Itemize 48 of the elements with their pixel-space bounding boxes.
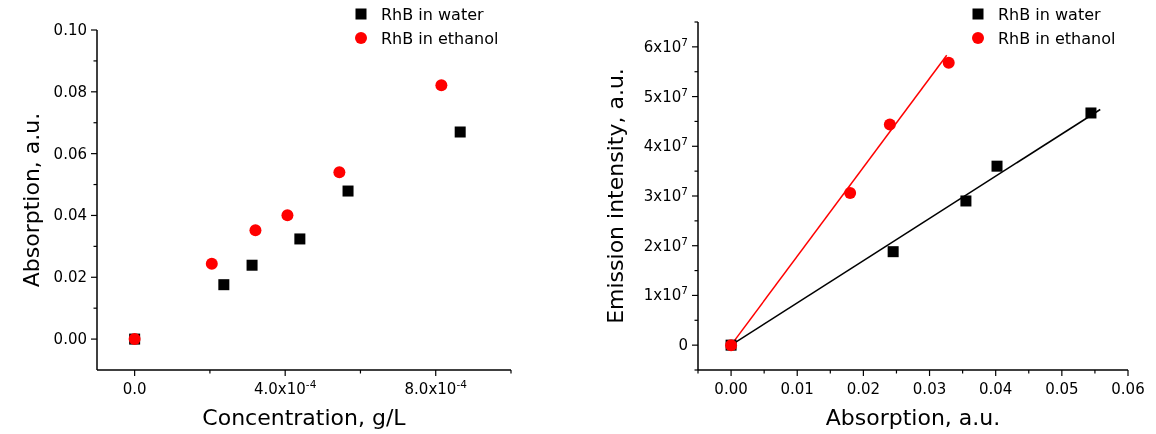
x-tick-label: 0.0 — [122, 380, 147, 398]
y-tick-label: 0.06 — [53, 144, 87, 163]
point — [333, 166, 346, 179]
point — [883, 118, 896, 131]
legend-label: RhB in water — [998, 5, 1101, 24]
x-tick-label: 0.02 — [846, 380, 881, 398]
y-tick-label: 0 — [678, 336, 688, 355]
y-axis-title: Absorption, a.u. — [19, 112, 44, 288]
legend-label: RhB in water — [381, 5, 484, 24]
x-tick-label: 0.05 — [1045, 380, 1079, 398]
y-tick-label: 0.08 — [53, 82, 87, 101]
point — [454, 126, 466, 138]
x-tick-label: 8.0x10$^{-4}$ — [404, 378, 468, 398]
y-tick-label: 0.04 — [53, 206, 87, 225]
point — [342, 185, 354, 197]
x-tick-label: 0.00 — [714, 380, 748, 398]
x-tick-label: 0.06 — [1111, 380, 1145, 398]
point — [435, 79, 448, 92]
y-tick-label: 6x10$^{7}$ — [643, 35, 688, 56]
point — [294, 233, 306, 245]
y-tick-label: 2x10$^{7}$ — [643, 234, 688, 255]
y-tick-label: 0.02 — [53, 268, 87, 287]
point — [1085, 107, 1097, 119]
y-tick-label: 4x10$^{7}$ — [643, 135, 688, 156]
point — [942, 56, 955, 69]
point — [246, 259, 258, 271]
x-axis-title: Concentration, g/L — [202, 405, 407, 430]
legend-label: RhB in ethanol — [998, 29, 1116, 48]
y-tick-label: 0.00 — [53, 330, 87, 349]
y-tick-label: 3x10$^{7}$ — [643, 185, 688, 205]
y-tick-label: 5x10$^{7}$ — [643, 85, 688, 106]
x-tick-label: 4.0x10$^{-4}$ — [254, 378, 317, 398]
y-tick-label: 0.10 — [53, 21, 87, 39]
point — [991, 160, 1003, 172]
x-tick-label: 0.01 — [780, 380, 814, 398]
point — [205, 257, 218, 270]
point — [218, 279, 230, 291]
x-tick-label: 0.03 — [912, 380, 947, 398]
point — [844, 187, 857, 200]
y-tick-label: 1x10$^{7}$ — [643, 284, 688, 305]
point — [249, 224, 262, 237]
point — [960, 195, 972, 207]
x-axis-title: Absorption, a.u. — [825, 405, 1001, 430]
y-axis-title: Emission intensity, a.u. — [603, 68, 628, 324]
x-tick-label: 0.04 — [978, 380, 1013, 398]
legend-label: RhB in ethanol — [381, 29, 499, 48]
point — [887, 246, 899, 258]
point — [281, 209, 294, 222]
